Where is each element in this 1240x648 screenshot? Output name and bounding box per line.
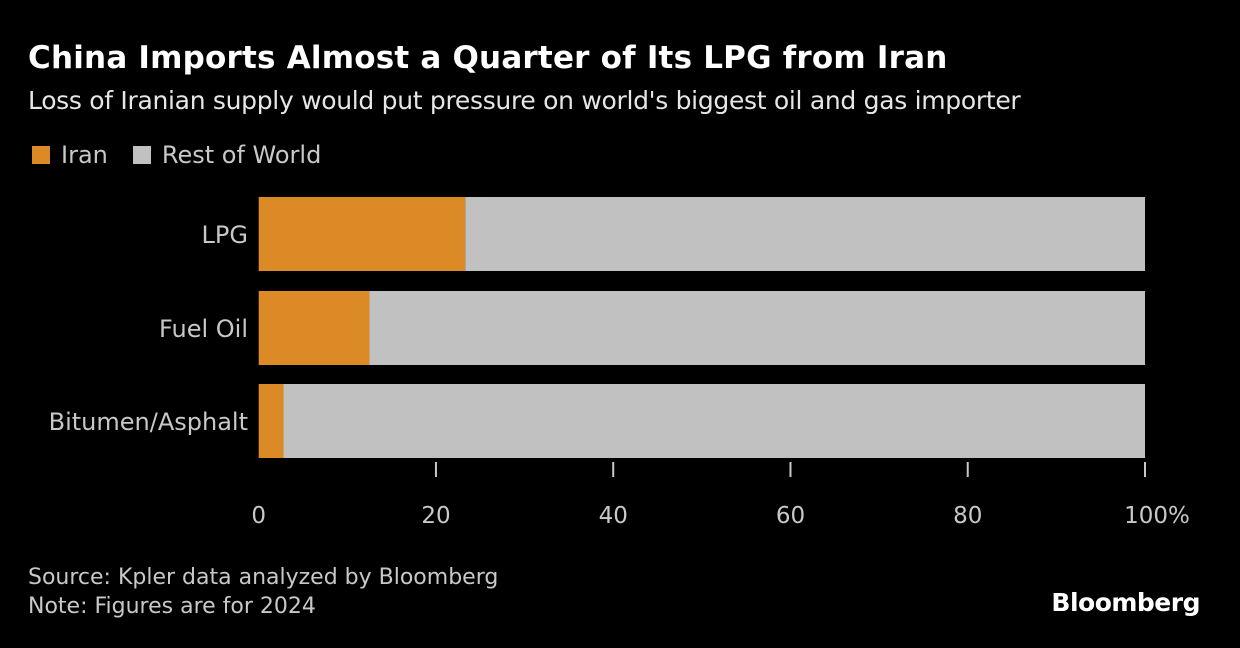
bar-fuel-oil-iran: [258, 291, 370, 365]
legend-item-iran: Iran: [32, 141, 108, 169]
legend-label-rest-of-world: Rest of World: [161, 141, 322, 169]
source-text: Source: Kpler data analyzed by Bloomberg: [28, 565, 499, 590]
legend-swatch-iran: [32, 146, 50, 164]
footer-notes: Source: Kpler data analyzed by Bloomberg…: [28, 563, 498, 621]
x-tick-label-0: 0: [251, 503, 266, 529]
chart-subtitle: Loss of Iranian supply would put pressur…: [28, 86, 1021, 115]
bar-lpg-iran: [258, 197, 466, 271]
legend: Iran Rest of World: [32, 141, 346, 169]
legend-item-rest-of-world: Rest of World: [132, 141, 322, 169]
note-text: Note: Figures are for 2024: [28, 594, 316, 619]
legend-swatch-rest-of-world: [132, 146, 151, 164]
chart-title: China Imports Almost a Quarter of Its LP…: [28, 40, 948, 76]
category-label-fuel-oil: Fuel Oil: [159, 315, 248, 343]
bar-fuel-oil-rest-of-world: [369, 291, 1145, 365]
bar-bitumen-asphalt-iran: [258, 384, 284, 458]
x-tick-label-80: 80: [953, 503, 982, 529]
bloomberg-logo: Bloomberg: [1051, 588, 1200, 617]
legend-label-iran: Iran: [61, 141, 108, 169]
x-tick-label-60: 60: [776, 503, 805, 529]
x-tick-label-20: 20: [421, 503, 450, 529]
bar-bitumen-asphalt-rest-of-world: [283, 384, 1146, 458]
x-tick-label-100: 100%: [1124, 503, 1190, 529]
x-tick-label-40: 40: [599, 503, 628, 529]
bar-lpg-rest-of-world: [465, 197, 1145, 271]
category-label-lpg: LPG: [202, 221, 248, 249]
category-label-bitumen-asphalt: Bitumen/Asphalt: [49, 408, 248, 436]
